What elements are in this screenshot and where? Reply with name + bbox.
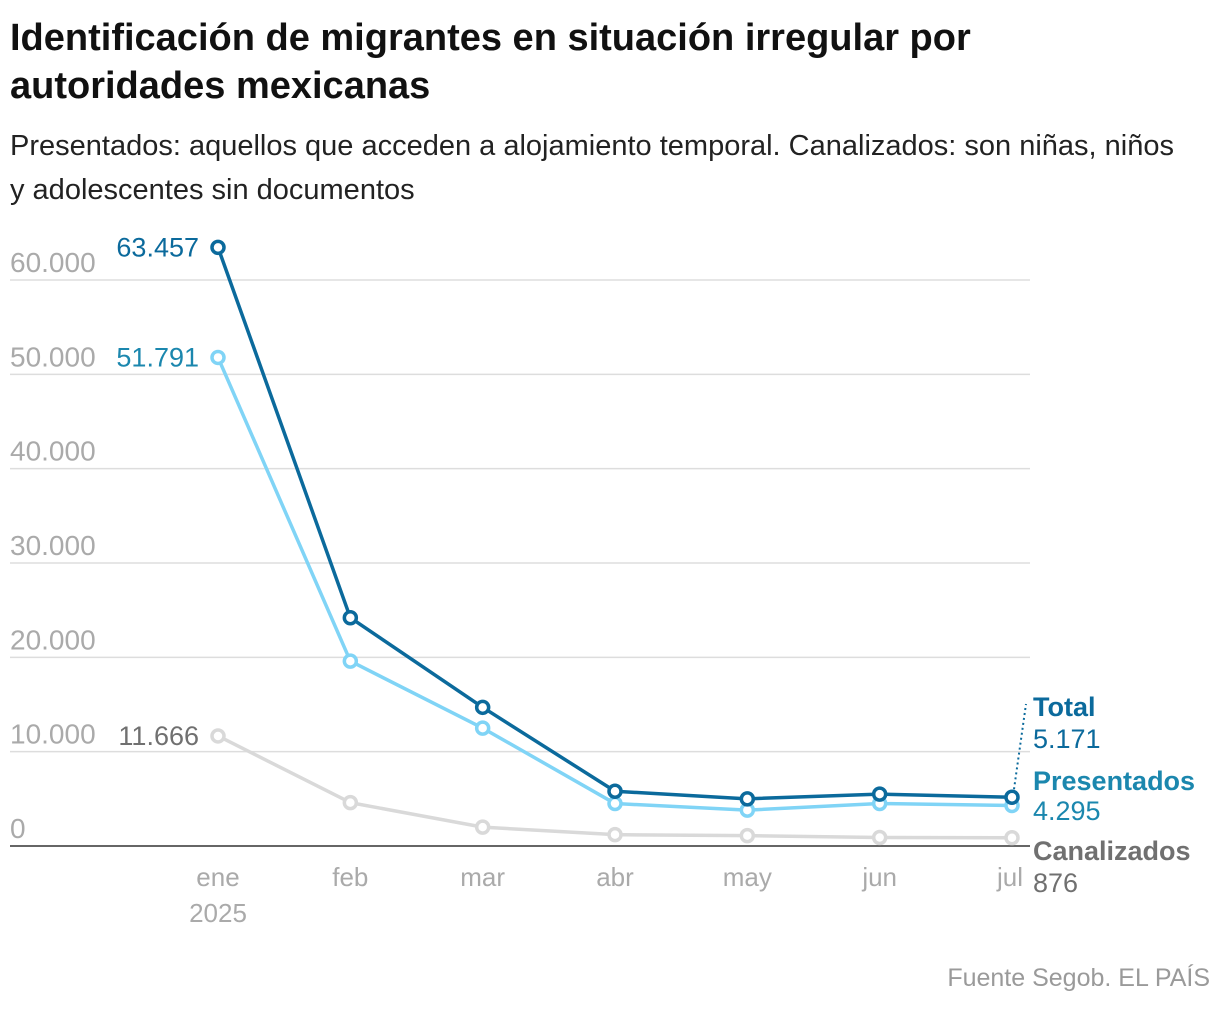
- point-canalizados: [871, 829, 888, 846]
- y-tick-label: 10.000: [10, 719, 96, 750]
- x-tick-label: jun: [861, 862, 897, 892]
- end-series-name-canalizados: Canalizados: [1033, 836, 1191, 866]
- y-tick-label: 50.000: [10, 341, 96, 372]
- chart-subtitle: Presentados: aquellos que acceden a aloj…: [10, 130, 1174, 206]
- series-line-total: [216, 246, 1013, 801]
- point-canalizados: [607, 826, 623, 843]
- point-presentados: [210, 349, 226, 366]
- end-value-presentados: 4.295: [1033, 796, 1101, 826]
- end-value-canalizados: 876: [1033, 868, 1078, 898]
- point-presentados: [474, 720, 491, 736]
- point-canalizados: [210, 728, 226, 744]
- end-series-name-total: Total: [1033, 692, 1096, 722]
- y-tick-label: 30.000: [10, 530, 96, 561]
- start-label-presentados: 51.791: [116, 342, 199, 372]
- point-presentados: [607, 795, 623, 812]
- y-tick-label: 0: [10, 813, 26, 844]
- x-tick-label: jul: [996, 862, 1023, 892]
- end-series-name-presentados: Presentados: [1033, 766, 1195, 796]
- y-tick-label: 20.000: [10, 624, 96, 655]
- chart-title: Identificación de migrantes en situación…: [10, 17, 971, 107]
- point-canalizados: [1004, 829, 1020, 846]
- point-total: [1004, 789, 1020, 805]
- point-canalizados: [739, 827, 756, 844]
- x-year-label: 2025: [189, 898, 247, 928]
- start-label-canalizados: 11.666: [118, 721, 199, 751]
- end-value-total: 5.171: [1033, 724, 1101, 754]
- x-tick-label: feb: [332, 862, 368, 892]
- total-leader-line: [1013, 703, 1027, 790]
- y-tick-label: 40.000: [10, 436, 96, 467]
- x-tick-label: ene: [196, 862, 239, 892]
- x-tick-label: abr: [596, 862, 634, 892]
- point-total: [210, 239, 226, 256]
- start-label-total: 63.457: [116, 232, 199, 262]
- y-axis-labels: 0 10.000 20.000 30.000 40.000 50.000 60.000: [10, 247, 96, 844]
- point-presentados: [342, 653, 359, 669]
- point-total: [342, 609, 359, 626]
- series-lines: [210, 239, 1020, 846]
- x-tick-label: may: [723, 862, 772, 892]
- x-axis-labels: ene feb mar abr may jun jul 2025: [189, 862, 1023, 928]
- point-total: [607, 783, 623, 800]
- point-total: [739, 791, 756, 807]
- y-tick-label: 60.000: [10, 247, 96, 278]
- point-total: [474, 699, 491, 716]
- x-tick-label: mar: [460, 862, 505, 892]
- point-canalizados: [474, 819, 491, 835]
- source-credit: Fuente Segob. EL PAÍS: [947, 964, 1210, 992]
- gridlines: [10, 279, 1030, 753]
- point-total: [871, 786, 888, 802]
- point-canalizados: [342, 794, 359, 811]
